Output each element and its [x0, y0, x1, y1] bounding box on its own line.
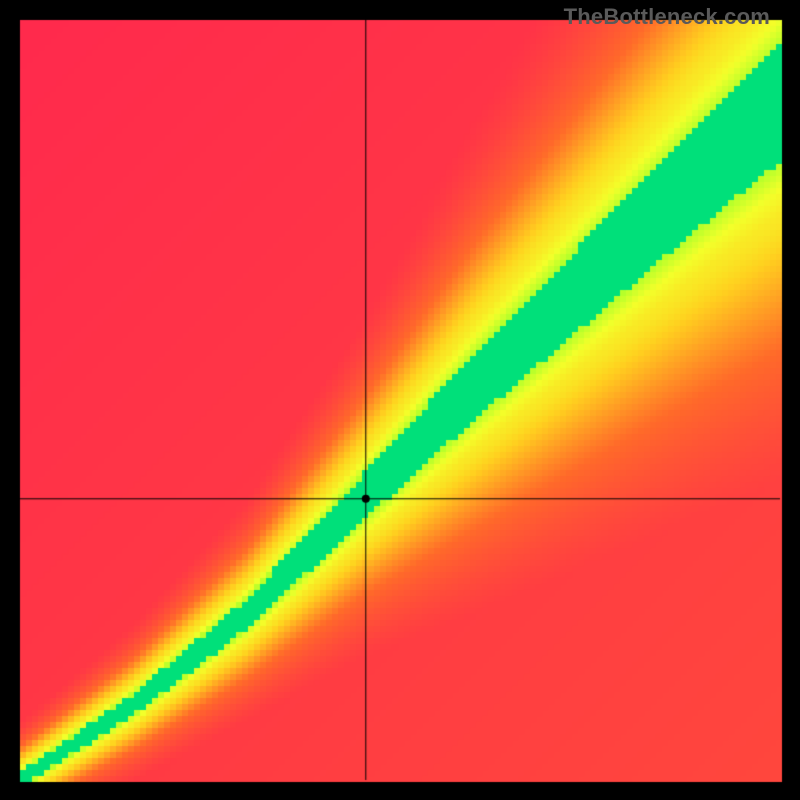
- watermark-text: TheBottleneck.com: [564, 4, 770, 30]
- bottleneck-heatmap: [0, 0, 800, 800]
- chart-container: { "watermark": { "text": "TheBottleneck.…: [0, 0, 800, 800]
